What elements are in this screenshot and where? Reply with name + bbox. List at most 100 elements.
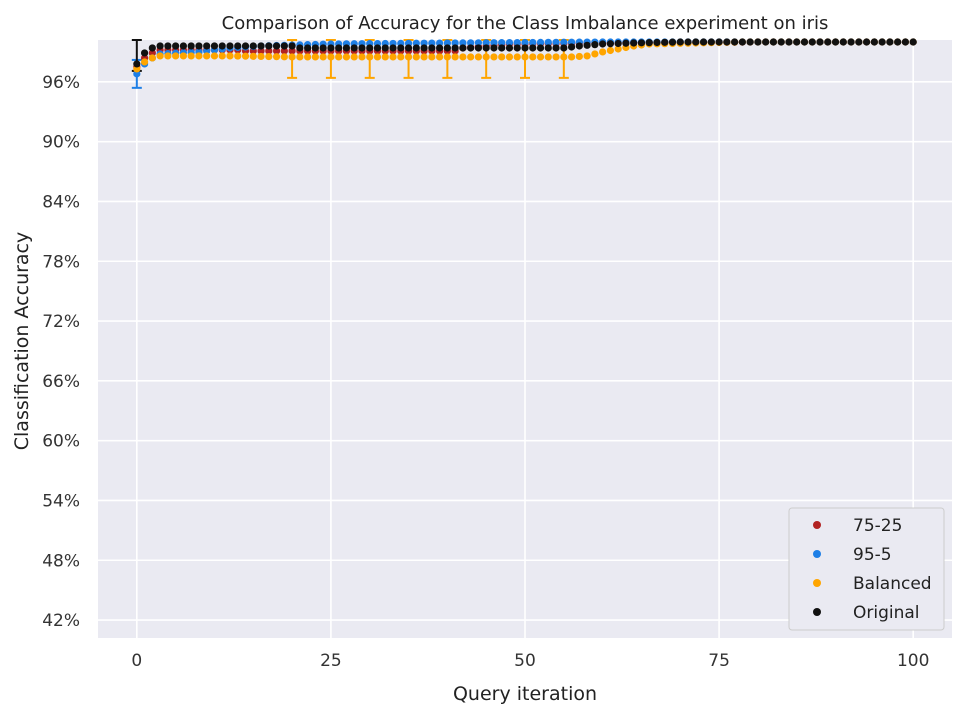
data-point <box>272 42 281 50</box>
data-point <box>591 50 599 58</box>
data-point <box>210 42 219 50</box>
data-point <box>451 44 459 52</box>
data-point <box>459 44 467 52</box>
data-point <box>606 46 615 55</box>
data-point <box>373 44 382 52</box>
data-point <box>513 38 521 47</box>
data-point <box>567 53 576 61</box>
data-point <box>210 52 219 60</box>
data-point <box>335 53 343 61</box>
data-point <box>257 42 265 50</box>
data-point <box>249 52 257 60</box>
data-point <box>831 38 840 46</box>
data-point <box>762 38 770 46</box>
data-point <box>436 44 444 52</box>
data-point <box>280 47 288 55</box>
data-point <box>296 44 304 52</box>
data-point <box>560 53 568 61</box>
data-point <box>397 53 405 61</box>
data-point <box>249 42 257 50</box>
data-point <box>474 44 483 52</box>
data-point <box>793 38 801 46</box>
data-point <box>901 38 910 46</box>
data-point <box>156 42 164 50</box>
data-point <box>692 38 700 46</box>
data-point <box>513 53 521 61</box>
data-point <box>614 39 622 48</box>
data-point <box>560 44 568 52</box>
x-tick-label: 75 <box>708 651 730 671</box>
data-point <box>311 44 319 52</box>
data-point <box>327 44 335 52</box>
legend-box <box>788 507 945 631</box>
legend: 75-25 95-5 Balanced Original <box>788 507 945 631</box>
data-point <box>614 45 622 53</box>
data-point <box>288 47 296 55</box>
y-axis-label: Classification Accuracy <box>11 232 33 451</box>
data-point <box>304 44 312 52</box>
x-tick-label: 50 <box>514 651 536 671</box>
data-point <box>482 39 490 47</box>
data-point <box>187 52 195 60</box>
data-point <box>172 42 180 50</box>
data-point <box>234 52 242 60</box>
data-point <box>133 65 141 73</box>
data-point <box>428 44 436 52</box>
data-point <box>381 44 389 52</box>
data-point <box>808 38 816 46</box>
data-point <box>172 52 180 60</box>
data-point <box>599 40 607 48</box>
data-point <box>870 38 878 46</box>
data-point <box>754 38 762 46</box>
data-point <box>591 41 599 49</box>
data-point <box>342 44 351 52</box>
data-point <box>265 47 273 55</box>
data-point <box>443 39 451 47</box>
data-point <box>412 44 420 52</box>
data-point <box>863 38 871 46</box>
data-point <box>164 52 172 60</box>
data-point <box>203 52 211 60</box>
data-point <box>304 53 312 61</box>
chart-title: Comparison of Accuracy for the Class Imb… <box>222 13 829 34</box>
data-point <box>536 53 545 61</box>
data-point <box>156 52 164 60</box>
data-point <box>241 42 250 50</box>
x-tick-label: 0 <box>131 651 142 671</box>
data-point <box>327 53 335 61</box>
data-point <box>490 44 498 52</box>
legend-marker <box>813 608 821 616</box>
data-point <box>280 53 288 61</box>
data-point <box>521 44 529 52</box>
y-tick-label: 48% <box>42 551 80 571</box>
data-point <box>272 47 281 55</box>
data-point <box>451 53 459 61</box>
data-point <box>746 38 754 46</box>
data-point <box>599 48 607 56</box>
legend-label: Balanced <box>853 574 932 594</box>
grid-lines <box>98 40 952 638</box>
data-point <box>195 42 203 50</box>
data-point <box>350 53 358 61</box>
data-point <box>575 42 583 50</box>
y-tick-label: 60% <box>42 432 80 452</box>
data-point <box>498 39 506 47</box>
data-point <box>552 44 560 52</box>
data-point <box>443 53 451 61</box>
data-point <box>498 44 506 52</box>
data-point <box>319 44 327 52</box>
data-point <box>824 38 832 46</box>
x-tick-labels: 0 25 50 75 100 <box>131 651 929 671</box>
legend-label: 75-25 <box>853 516 902 536</box>
data-point <box>474 53 483 61</box>
data-point <box>731 38 739 46</box>
data-point <box>148 49 156 57</box>
data-point <box>381 53 389 61</box>
data-point <box>847 38 855 46</box>
data-point <box>482 53 490 61</box>
data-point <box>358 44 366 52</box>
data-point <box>226 42 234 50</box>
data-point <box>606 40 615 48</box>
data-point <box>909 38 917 46</box>
data-point <box>645 39 653 47</box>
